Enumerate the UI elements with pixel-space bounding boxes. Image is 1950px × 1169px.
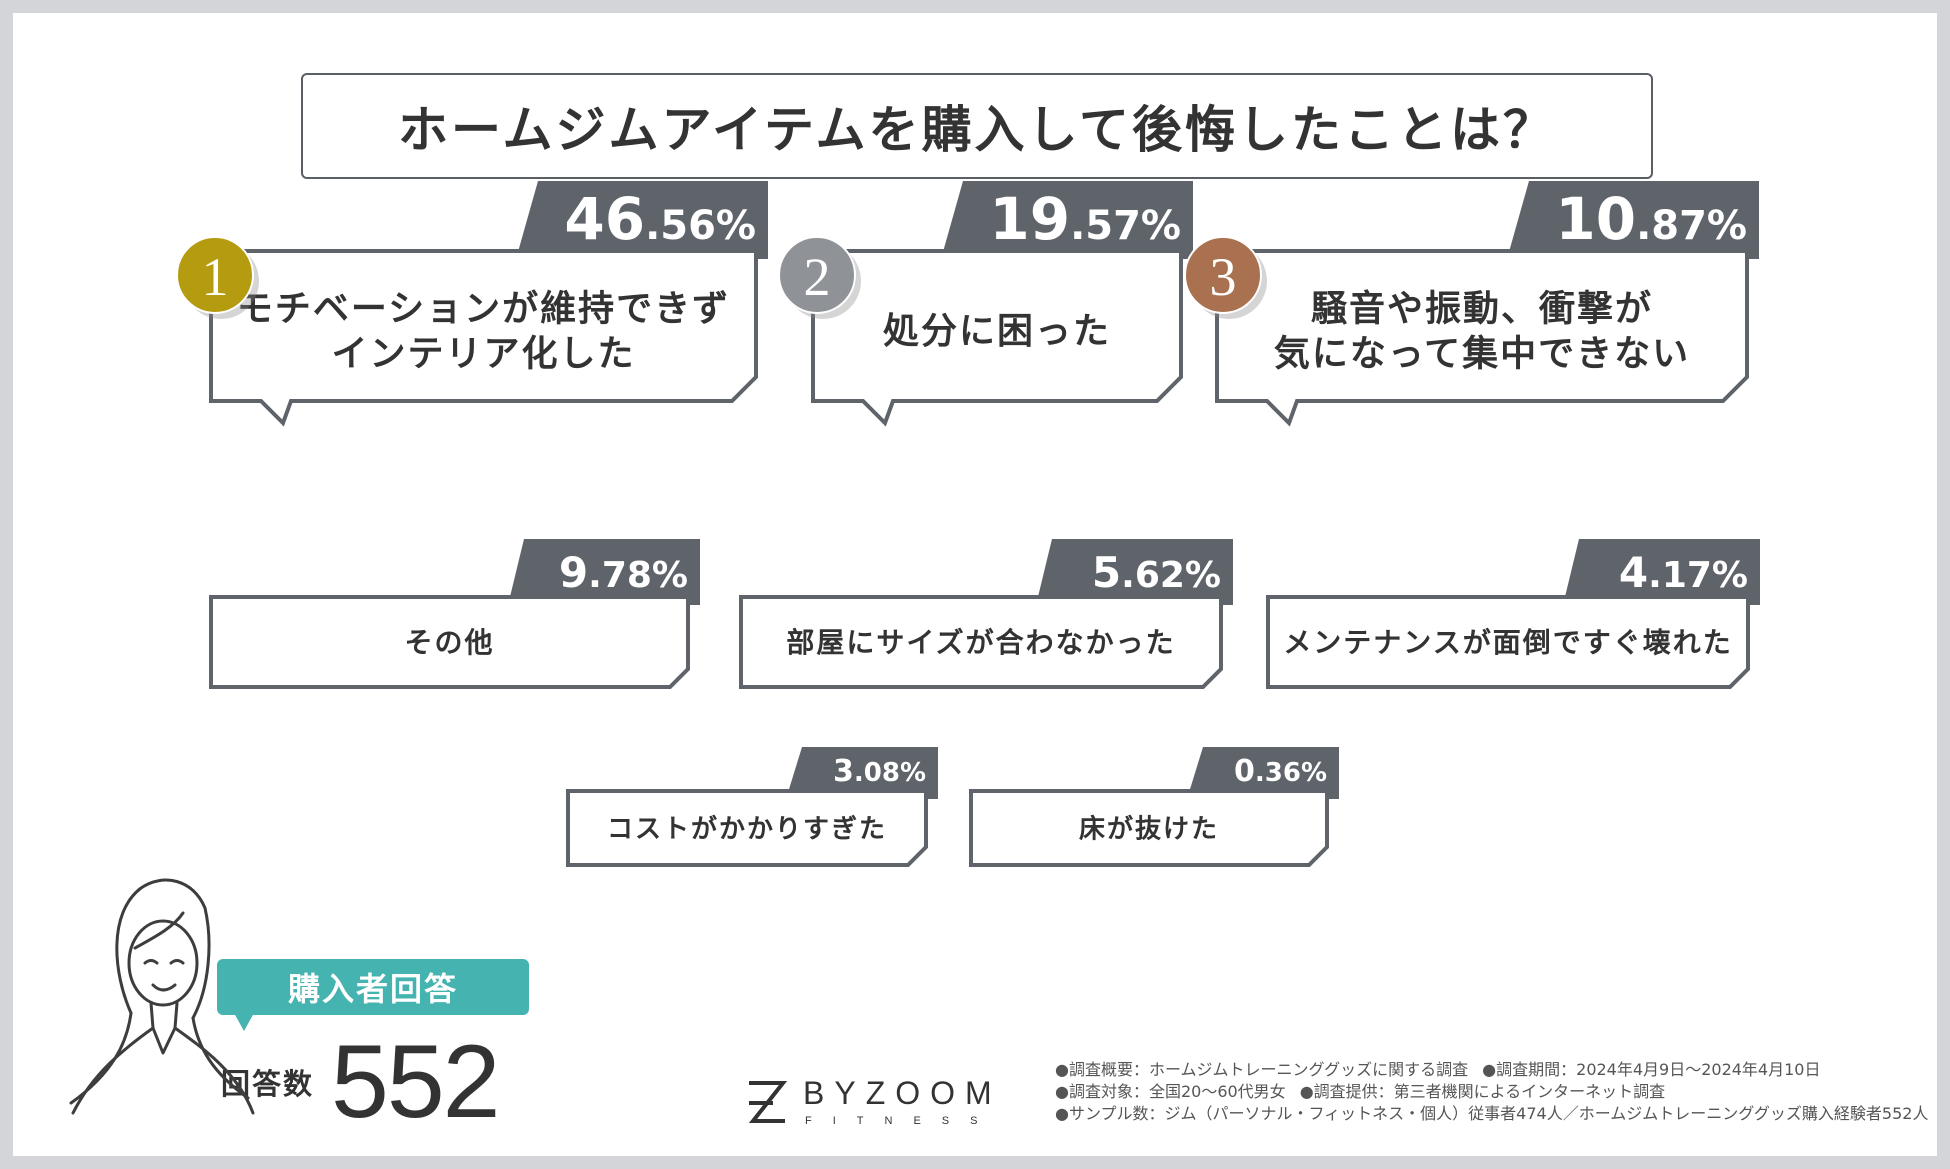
item-label-line: モチベーションが維持できず <box>237 288 730 329</box>
item-label-line: 部屋にサイズが合わなかった <box>786 626 1175 659</box>
value-tab <box>941 181 1193 259</box>
survey-line-1: ●調査概要：ホームジムトレーニンググッズに関する調査 ●調査期間：2024年4月9… <box>1055 1060 1821 1079</box>
item-label-line: 騒音や振動、衝撃が <box>1311 288 1653 329</box>
callout-box <box>209 249 758 427</box>
value-int: 9 <box>559 548 588 597</box>
brand-logo: BYZOOM FITNESS <box>743 1075 1023 1131</box>
survey-info: ●調査概要：ホームジムトレーニンググッズに関する調査 ●調査期間：2024年4月9… <box>1055 1059 1937 1125</box>
logo-mark-icon <box>748 1081 788 1123</box>
callout-box <box>739 595 1223 689</box>
value-tab <box>1563 539 1760 605</box>
respondent-badge: 購入者回答 <box>217 959 529 1015</box>
medal-rank: 1 <box>202 247 229 307</box>
value-tab <box>786 747 938 799</box>
medal-gold <box>176 236 254 314</box>
value-dec: .56% <box>645 203 756 249</box>
medal-bronze <box>1184 236 1262 314</box>
survey-line-3: ●サンプル数：ジム（パーソナル・フィットネス・個人）従事者474人／ホームジムト… <box>1055 1104 1929 1123</box>
callout-box <box>969 789 1329 867</box>
survey-line-2: ●調査対象：全国20〜60代男女 ●調査提供：第三者機関によるインターネット調査 <box>1055 1082 1666 1101</box>
logo-name: BYZOOM <box>803 1075 1002 1111</box>
item-label-line: コストがかかりすぎた <box>607 813 887 844</box>
value-dec: .78% <box>588 555 688 596</box>
value-tab <box>508 539 700 605</box>
callout-box <box>1215 249 1749 427</box>
item-label-line: 気になって集中できない <box>1274 333 1690 374</box>
value-int: 5 <box>1092 548 1121 597</box>
value-label: 4.17% <box>1619 548 1748 597</box>
item-label-line: 床が抜けた <box>1079 813 1219 844</box>
value-label: 46.56% <box>564 185 756 253</box>
value-tab <box>516 181 768 259</box>
rank-item-4: 9.78% その他 <box>209 539 700 689</box>
logo-sub: FITNESS <box>805 1115 999 1127</box>
value-dec: .87% <box>1636 203 1747 249</box>
value-dec: .08% <box>854 758 926 788</box>
value-tab <box>1036 539 1233 605</box>
rank-item-6: 4.17% メンテナンスが面倒ですぐ壊れた <box>1266 539 1760 689</box>
value-label: 3.08% <box>833 754 926 789</box>
item-label-line: その他 <box>404 626 494 659</box>
value-tab <box>1507 181 1759 259</box>
value-int: 3 <box>833 754 854 789</box>
respondent-count-value: 552 <box>331 1024 501 1140</box>
item-label-line: メンテナンスが面倒ですぐ壊れた <box>1283 626 1732 659</box>
medal-rank: 3 <box>1210 247 1237 307</box>
value-dec: .17% <box>1648 555 1748 596</box>
value-label: 0.36% <box>1234 754 1327 789</box>
item-label-line: 処分に困った <box>883 311 1111 352</box>
value-dec: .36% <box>1255 758 1327 788</box>
value-label: 10.87% <box>1555 185 1747 253</box>
rank-item-5: 5.62% 部屋にサイズが合わなかった <box>739 539 1233 689</box>
value-int: 46 <box>564 185 645 253</box>
rank-item-2: 19.57% 処分に困った 2 <box>778 181 1193 427</box>
page-title: ホームジムアイテムを購入して後悔したことは？ <box>301 73 1653 179</box>
item-label-line: インテリア化した <box>331 333 635 374</box>
rank-item-8: 0.36% 床が抜けた <box>969 747 1339 867</box>
value-dec: .57% <box>1070 203 1181 249</box>
medal-silver <box>778 236 856 314</box>
callout-box <box>209 595 690 689</box>
callout-box <box>566 789 928 867</box>
respondent-count-label: 回答数 <box>221 1067 315 1101</box>
value-int: 0 <box>1234 754 1255 789</box>
value-int: 4 <box>1619 548 1648 597</box>
infographic-canvas: ホームジムアイテムを購入して後悔したことは？ 46.56% モチベーションが維持で… <box>13 13 1937 1156</box>
value-tab <box>1187 747 1339 799</box>
rank-item-7: 3.08% コストがかかりすぎた <box>566 747 938 867</box>
value-label: 5.62% <box>1092 548 1221 597</box>
medal-rank: 2 <box>804 247 831 307</box>
value-label: 9.78% <box>559 548 688 597</box>
callout-box <box>1266 595 1750 689</box>
value-dec: .62% <box>1121 555 1221 596</box>
value-label: 19.57% <box>989 185 1181 253</box>
callout-box <box>811 249 1183 427</box>
value-int: 19 <box>989 185 1070 253</box>
respondent-badge-tail <box>234 1013 254 1031</box>
value-int: 10 <box>1555 185 1636 253</box>
